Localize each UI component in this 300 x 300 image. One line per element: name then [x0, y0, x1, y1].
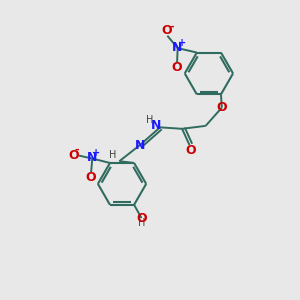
- Text: O: O: [186, 144, 196, 157]
- Text: O: O: [172, 61, 182, 74]
- Text: H: H: [146, 115, 153, 125]
- Text: O: O: [162, 24, 172, 37]
- Text: O: O: [86, 171, 96, 184]
- Text: -: -: [169, 22, 174, 32]
- Text: N: N: [151, 119, 161, 132]
- Text: H: H: [109, 150, 117, 160]
- Text: O: O: [68, 148, 79, 161]
- Text: +: +: [92, 148, 101, 158]
- Text: N: N: [172, 41, 183, 54]
- Text: O: O: [217, 101, 227, 114]
- Text: H: H: [138, 218, 146, 228]
- Text: N: N: [134, 139, 145, 152]
- Text: -: -: [74, 145, 79, 155]
- Text: +: +: [178, 38, 186, 48]
- Text: N: N: [87, 152, 98, 164]
- Text: O: O: [136, 212, 147, 225]
